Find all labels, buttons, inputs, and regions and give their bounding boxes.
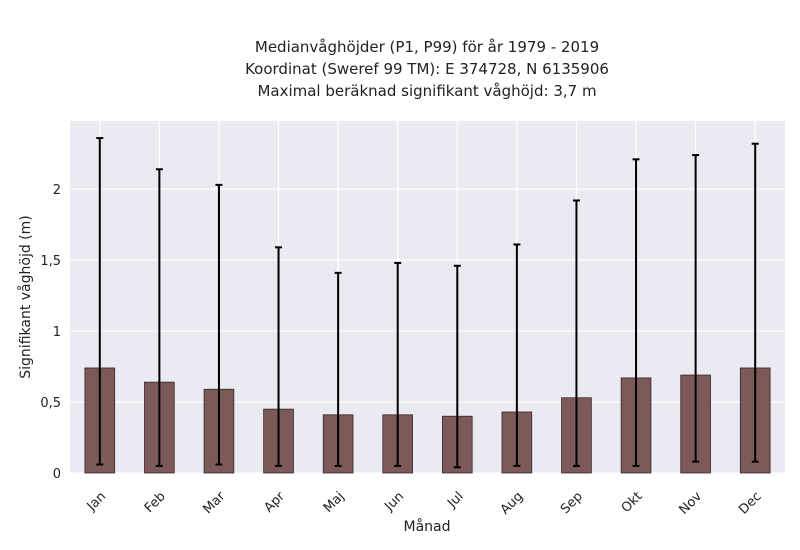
x-tick-label: Nov xyxy=(676,489,705,518)
x-tick-label: Jul xyxy=(444,489,466,511)
x-tick-label: Jun xyxy=(381,489,407,515)
y-tick-labels: 0 0,5 1 1,5 2 xyxy=(40,183,61,482)
x-tick-label: Aug xyxy=(498,489,527,518)
x-tick-label: Mar xyxy=(200,489,228,517)
chart-title-line-2: Koordinat (Sweref 99 TM): E 374728, N 61… xyxy=(245,60,609,78)
x-tick-label: Okt xyxy=(619,489,646,516)
y-tick-label: 0 xyxy=(53,467,61,482)
y-tick-label: 2 xyxy=(53,183,61,198)
x-tick-label: Sep xyxy=(558,489,586,517)
x-tick-labels: Jan Feb Mar Apr Maj Jun Jul Aug Sep Okt Nov Dec xyxy=(84,489,765,518)
x-tick-label: Dec xyxy=(736,489,764,517)
y-tick-label: 0,5 xyxy=(40,396,61,411)
y-axis-label: Signifikant våghöjd (m) xyxy=(17,215,34,378)
error-bars xyxy=(96,137,759,469)
error-bar xyxy=(453,264,461,469)
error-bar xyxy=(215,183,223,466)
error-bar xyxy=(394,261,402,467)
error-bar xyxy=(692,154,700,463)
error-bar xyxy=(751,142,759,463)
x-tick-label: Feb xyxy=(142,489,169,516)
chart-title-line-1: Medianvåghöjder (P1, P99) för år 1979 - … xyxy=(255,38,599,56)
plot-area xyxy=(70,121,785,473)
error-bar xyxy=(334,271,342,467)
error-bar xyxy=(513,243,521,467)
error-bar xyxy=(632,158,640,467)
error-bar xyxy=(96,137,104,466)
y-tick-label: 1 xyxy=(53,325,61,340)
error-bar xyxy=(572,199,580,467)
error-bar xyxy=(275,246,283,467)
x-tick-label: Apr xyxy=(261,489,288,516)
chart-title-line-3: Maximal beräknad signifikant våghöjd: 3,… xyxy=(257,82,596,100)
x-tick-label: Jan xyxy=(84,489,109,514)
x-tick-label: Maj xyxy=(321,489,348,516)
y-tick-label: 1,5 xyxy=(40,254,61,269)
error-bar xyxy=(155,168,163,467)
x-axis-label: Månad xyxy=(404,518,451,535)
